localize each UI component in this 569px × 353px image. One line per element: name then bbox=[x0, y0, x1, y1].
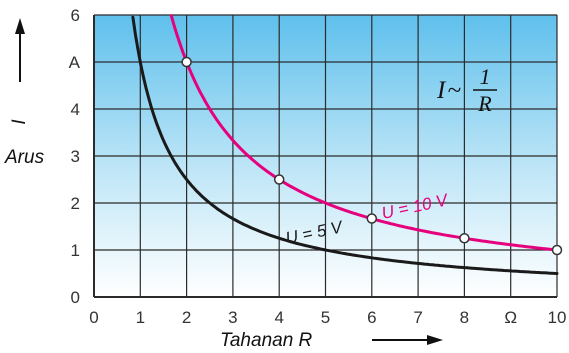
formula-numerator: 1 bbox=[480, 64, 491, 89]
series-line-u-5v bbox=[131, 15, 559, 275]
x-tick-label: 4 bbox=[274, 308, 283, 327]
marked-points bbox=[181, 56, 563, 256]
data-point bbox=[366, 213, 378, 224]
x-tick-label: 6 bbox=[367, 308, 376, 327]
x-tick-label: 10 bbox=[548, 308, 567, 327]
x-tick-label: 1 bbox=[136, 308, 145, 327]
x-tick-label: 0 bbox=[89, 308, 98, 327]
y-tick-label: 2 bbox=[71, 194, 80, 213]
x-tick-label: 7 bbox=[413, 308, 422, 327]
y-tick-label: 4 bbox=[71, 100, 80, 119]
x-axis-label: Tahanan R bbox=[220, 330, 313, 351]
data-point bbox=[273, 174, 285, 185]
formula-annotation: I~ 1 R bbox=[436, 64, 497, 116]
y-tick-label: 0 bbox=[71, 288, 80, 307]
x-tick-label: 2 bbox=[182, 308, 191, 327]
y-axis-label: Arus bbox=[4, 147, 45, 168]
y-axis-symbol: I bbox=[9, 119, 30, 125]
x-tick-labels: 0 1 2 3 4 5 6 7 8 Ω 10 bbox=[89, 308, 566, 327]
series-line-u-10v bbox=[169, 14, 559, 252]
y-tick-label: A bbox=[69, 53, 81, 72]
x-tick-label: 5 bbox=[321, 308, 330, 327]
y-tick-labels: 0 1 2 3 4 A 6 bbox=[69, 6, 81, 307]
data-point bbox=[459, 233, 470, 244]
formula-lhs: I~ bbox=[436, 77, 461, 104]
x-tick-label: 3 bbox=[228, 308, 237, 327]
y-tick-label: 1 bbox=[71, 241, 80, 260]
data-point bbox=[181, 56, 192, 68]
x-tick-label: Ω bbox=[504, 308, 517, 327]
y-tick-label: 3 bbox=[71, 147, 80, 166]
y-axis-title: I Arus bbox=[4, 18, 45, 168]
x-tick-label: 8 bbox=[460, 308, 469, 327]
y-tick-label: 6 bbox=[71, 6, 80, 25]
x-axis-title: Tahanan R bbox=[220, 330, 443, 351]
data-point bbox=[551, 244, 563, 256]
formula-denominator: R bbox=[477, 91, 492, 116]
